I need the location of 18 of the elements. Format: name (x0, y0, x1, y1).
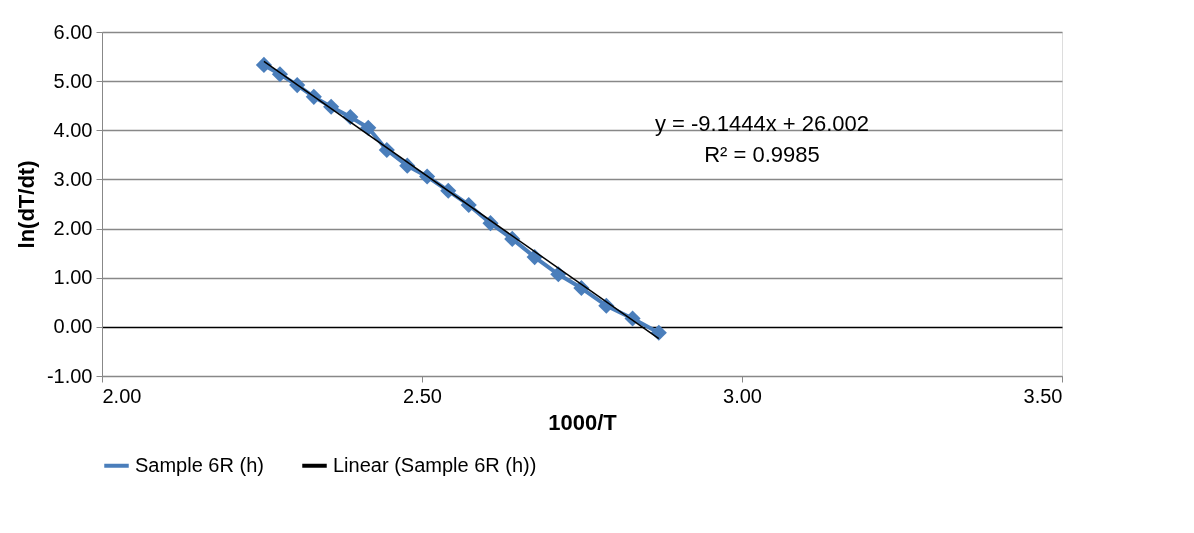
y-tick-label: 2.00 (53, 217, 93, 240)
x-tick-label: 3.50 (1023, 384, 1063, 407)
y-tick-label: 1.00 (53, 266, 93, 289)
x-axis-title: 1000/T (548, 409, 618, 435)
y-tick-label: 0.00 (53, 315, 93, 338)
y-tick-label: 6.00 (53, 20, 93, 43)
legend-label: Linear (Sample 6R (h)) (333, 453, 537, 476)
legend-label: Sample 6R (h) (135, 453, 264, 476)
x-tick-label: 3.00 (723, 384, 762, 407)
y-tick-label: 4.00 (53, 118, 93, 141)
x-tick-label: 2.50 (403, 384, 442, 407)
x-tick-label: 2.00 (102, 384, 142, 407)
y-tick-label: -1.00 (46, 364, 93, 387)
annotation: y = -9.1444x + 26.002 (654, 111, 870, 136)
y-axis-title: ln(dT/dt) (13, 160, 39, 249)
annotation: R² = 0.9985 (704, 142, 820, 167)
y-tick-label: 5.00 (53, 69, 93, 92)
y-tick-label: 3.00 (53, 167, 93, 190)
